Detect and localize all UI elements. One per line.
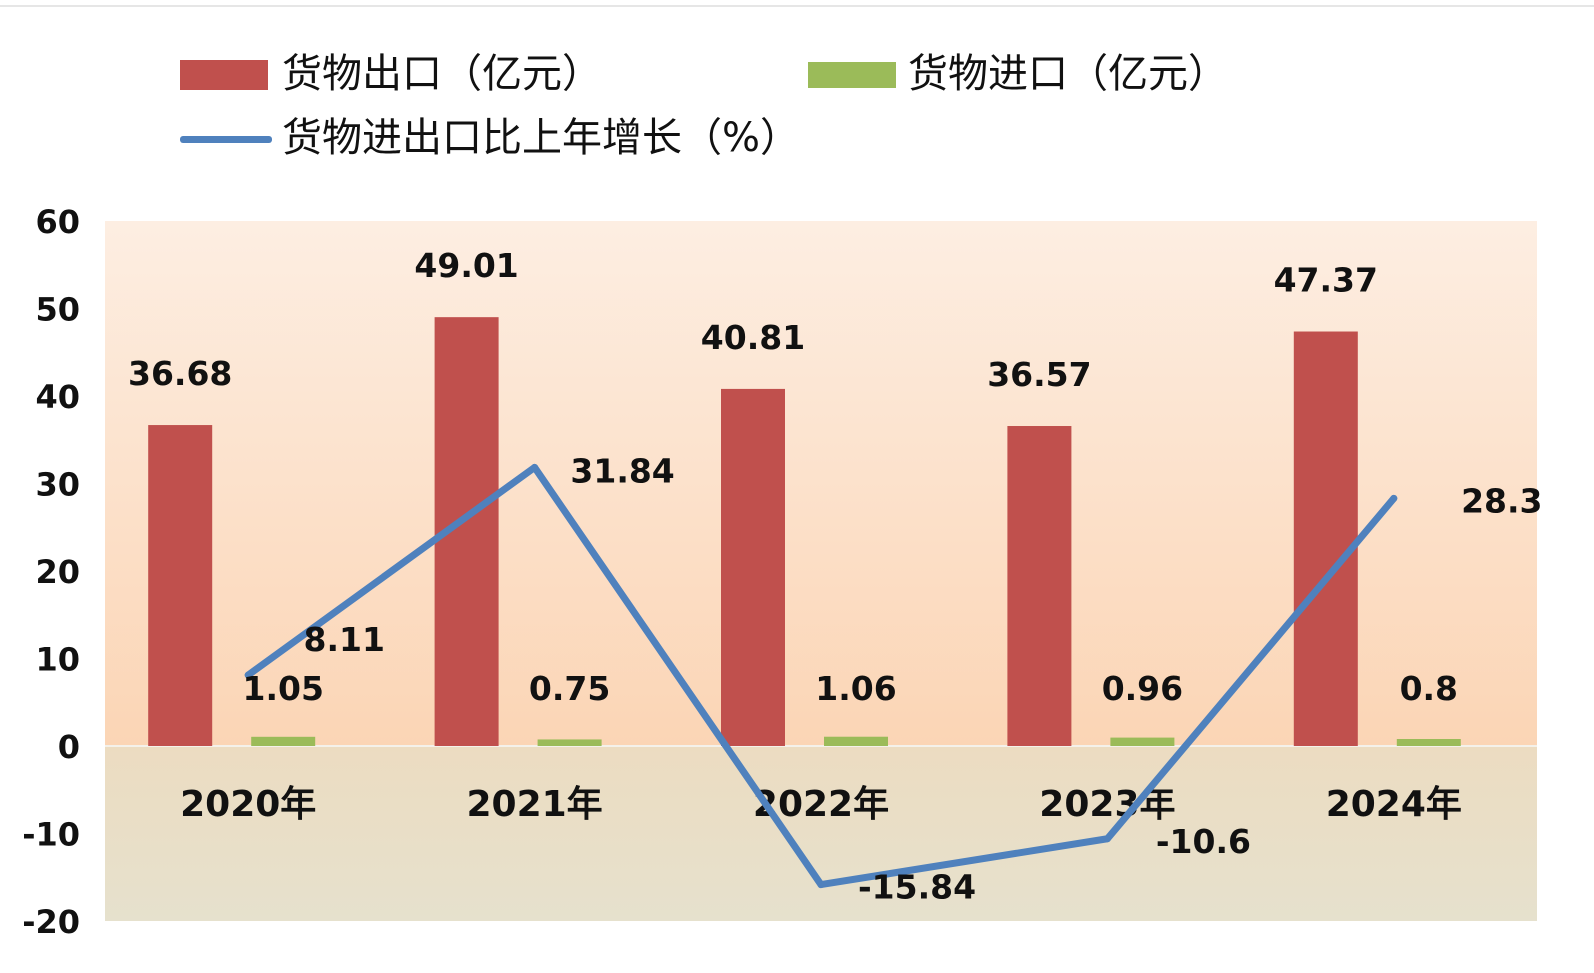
- growth-value-label: -15.84: [858, 868, 976, 907]
- y-tick-label: -10: [22, 816, 80, 854]
- data-labels: 36.68 49.01 40.81 36.57 47.37 1.05 0.75 1.06 0.9…: [128, 246, 1543, 906]
- export-value-label: 47.37: [1274, 261, 1378, 300]
- growth-value-label: 8.11: [303, 620, 384, 659]
- growth-value-label: 31.84: [570, 451, 674, 490]
- x-axis: 2020年 2021年 2022年 2023年 2024年: [180, 784, 1462, 825]
- import-value-label: 0.8: [1400, 669, 1458, 708]
- legend-label-export: 货物出口（亿元）: [282, 51, 602, 97]
- import-bar: [537, 739, 602, 746]
- import-value-label: 1.05: [242, 669, 323, 708]
- import-bar: [1110, 737, 1175, 746]
- y-tick-label: 30: [35, 466, 80, 504]
- plot-area-negative: [105, 746, 1537, 921]
- y-tick-label: -20: [22, 903, 80, 941]
- y-tick-label: 0: [58, 728, 80, 766]
- y-tick-label: 40: [35, 378, 80, 416]
- import-value-label: 0.96: [1102, 669, 1183, 708]
- x-tick-label: 2021年: [466, 784, 602, 825]
- y-tick-label: 60: [35, 203, 80, 241]
- export-bar: [148, 425, 213, 746]
- legend-swatch-export: [180, 60, 268, 90]
- export-bar: [1293, 331, 1358, 746]
- bars: [148, 317, 1461, 746]
- legend-label-import: 货物进口（亿元）: [908, 51, 1228, 97]
- import-bar: [824, 736, 888, 746]
- export-value-label: 49.01: [414, 246, 518, 285]
- export-value-label: 36.68: [128, 354, 232, 393]
- growth-point: [531, 463, 539, 471]
- export-bar: [721, 388, 785, 746]
- import-bar: [1396, 739, 1461, 746]
- import-value-label: 1.06: [815, 669, 896, 708]
- growth-point: [1390, 494, 1398, 502]
- x-tick-label: 2020年: [180, 784, 316, 825]
- x-tick-label: 2024年: [1326, 784, 1462, 825]
- y-tick-label: 10: [35, 641, 80, 679]
- export-bar: [1007, 426, 1072, 746]
- growth-line: [244, 463, 1398, 889]
- y-tick-label: 50: [35, 291, 80, 329]
- y-tick-label: 20: [35, 553, 80, 591]
- export-value-label: 40.81: [701, 318, 805, 357]
- growth-point: [244, 671, 252, 679]
- legend-swatch-growth: [180, 136, 272, 143]
- growth-point: [1103, 835, 1111, 843]
- import-bar: [251, 736, 316, 746]
- export-value-label: 36.57: [987, 355, 1091, 394]
- legend-swatch-import: [808, 62, 896, 88]
- growth-value-label: 28.3: [1461, 481, 1542, 520]
- growth-value-label: -10.6: [1156, 822, 1251, 861]
- y-axis: -20 -10 0 10 20 30 40 50 60: [22, 203, 80, 941]
- import-value-label: 0.75: [529, 669, 610, 708]
- x-tick-label: 2023年: [1039, 784, 1175, 825]
- growth-point: [817, 881, 825, 889]
- legend-label-growth: 货物进出口比上年增长（%）: [282, 115, 801, 161]
